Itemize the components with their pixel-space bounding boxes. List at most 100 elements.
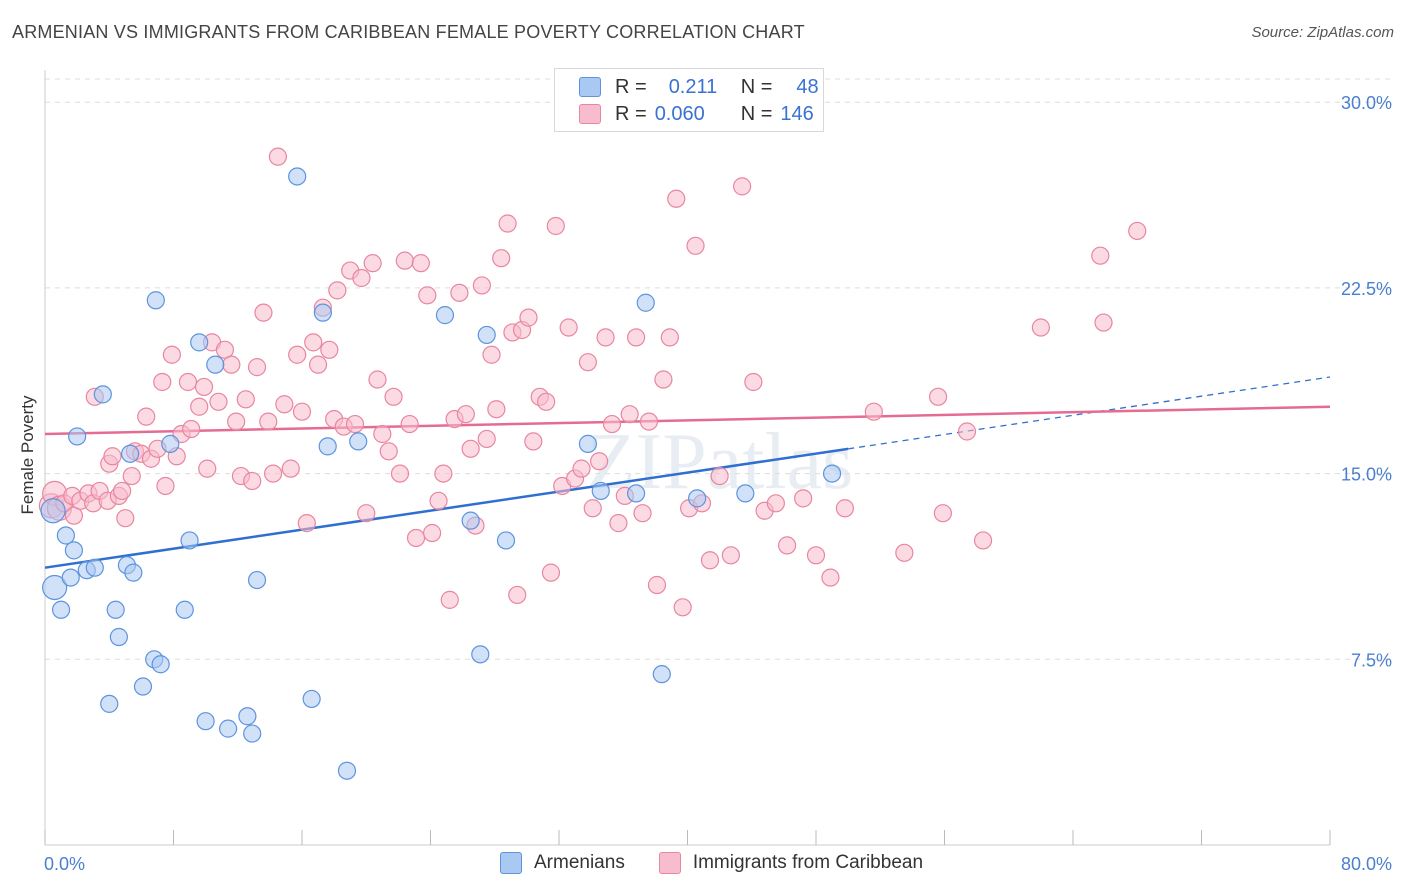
caribbean-point <box>1091 246 1110 265</box>
armenian-point <box>736 484 755 503</box>
armenian-point <box>109 627 128 647</box>
caribbean-point <box>363 254 382 273</box>
caribbean-point <box>508 585 527 605</box>
caribbean-point <box>794 489 813 508</box>
caribbean-point <box>194 377 214 397</box>
caribbean-point <box>222 355 241 374</box>
caribbean-point <box>524 432 543 451</box>
legend-row-caribbean: R = 0.060 N = 146 <box>579 101 814 127</box>
caribbean-point <box>292 402 312 421</box>
caribbean-point <box>434 464 453 483</box>
armenian-point <box>124 563 143 582</box>
armenian-point <box>302 689 321 709</box>
caribbean-point <box>112 481 132 501</box>
caribbean-point <box>821 568 840 587</box>
source-label: Source: ZipAtlas.com <box>1251 24 1394 41</box>
caribbean-point <box>602 414 622 434</box>
caribbean-point <box>395 251 414 270</box>
caribbean-point <box>259 412 278 431</box>
caribbean-point <box>423 523 442 543</box>
legend-item-caribbean: Immigrants from Caribbean <box>658 852 924 874</box>
caribbean-point <box>835 499 855 518</box>
caribbean-point <box>418 286 437 305</box>
armenian-point <box>461 511 480 530</box>
caribbean-point <box>620 405 639 424</box>
caribbean-point <box>487 400 506 419</box>
armenian-point <box>206 355 225 374</box>
caribbean-point <box>973 531 993 550</box>
legend-swatch-blue <box>579 77 601 97</box>
legend-r-value: 0.211 <box>668 75 718 98</box>
caribbean-point <box>357 504 376 523</box>
caribbean-point <box>328 281 347 300</box>
trend-lines <box>44 376 1331 569</box>
caribbean-point <box>654 370 673 389</box>
armenian-point <box>196 712 215 731</box>
caribbean-point <box>639 412 659 431</box>
chart-title: ARMENIAN VS IMMIGRANTS FROM CARIBBEAN FE… <box>12 22 805 42</box>
caribbean-point <box>247 358 267 377</box>
caribbean-point <box>122 466 141 486</box>
caribbean-point <box>263 464 283 483</box>
caribbean-point <box>733 177 752 196</box>
caribbean-point <box>492 249 511 268</box>
caribbean-point <box>477 429 496 449</box>
caribbean-point <box>647 575 667 595</box>
caribbean-point <box>933 504 952 523</box>
legend-n-value: 48 <box>796 75 819 98</box>
caribbean-point <box>162 345 181 364</box>
caribbean-point <box>209 392 228 411</box>
legend-label-caribbean: Immigrants from Caribbean <box>692 852 924 873</box>
armenian-point <box>243 724 262 743</box>
armenian-point <box>85 558 104 577</box>
grid-lines <box>45 78 1392 660</box>
caribbean-point <box>482 345 501 364</box>
axes <box>44 70 1331 846</box>
caribbean-point <box>379 442 398 461</box>
series-legend: Armenians Immigrants from Caribbean <box>500 852 957 874</box>
armenian-point <box>238 707 257 726</box>
y-axis-label: Female Poverty <box>18 395 37 515</box>
armenian-point <box>146 291 165 310</box>
armenian-point <box>121 444 140 463</box>
caribbean-point <box>1031 318 1050 337</box>
caribbean-point <box>429 491 448 510</box>
armenian-point <box>313 303 332 322</box>
armenian-point <box>219 719 238 738</box>
caribbean-point <box>667 189 686 208</box>
armenian-point <box>318 437 337 456</box>
caribbean-point <box>660 328 679 347</box>
caribbean-point <box>368 370 387 389</box>
caribbean-point <box>137 407 156 426</box>
caribbean-point <box>297 514 316 533</box>
legend-swatch-pink <box>579 104 601 124</box>
caribbean-point <box>308 355 328 374</box>
caribbean-point <box>710 466 729 486</box>
armenian-point <box>64 541 84 560</box>
armenian-point <box>42 574 68 601</box>
armenian-point <box>477 325 496 345</box>
armenian-point <box>133 677 153 696</box>
y-tick-label: 30.0% <box>1341 93 1392 113</box>
armenian-point <box>349 432 368 451</box>
legend-r-label: R = <box>615 75 647 98</box>
caribbean-point <box>243 471 262 491</box>
caribbean-point <box>578 353 598 372</box>
y-tick-label: 15.0% <box>1341 465 1392 485</box>
legend-swatch-blue <box>500 852 522 874</box>
caribbean-point <box>156 476 175 496</box>
legend-row-armenians: R = 0.211 N = 48 <box>579 74 819 100</box>
armenian-point <box>40 498 66 524</box>
armenian-point <box>175 600 194 619</box>
armenian-point <box>161 434 180 453</box>
legend-r-value: 0.060 <box>654 102 705 125</box>
tick-labels: 7.5% 15.0% 22.5% 30.0% 0.0% 80.0% <box>44 93 1392 874</box>
caribbean-point <box>153 372 172 392</box>
caribbean-point <box>254 303 273 322</box>
legend-n-label: N = <box>740 75 773 98</box>
caribbean-point <box>384 387 403 406</box>
caribbean-point <box>320 340 339 359</box>
caribbean-point <box>190 397 209 416</box>
caribbean-point <box>546 216 565 236</box>
armenian-trend-line <box>44 447 849 569</box>
